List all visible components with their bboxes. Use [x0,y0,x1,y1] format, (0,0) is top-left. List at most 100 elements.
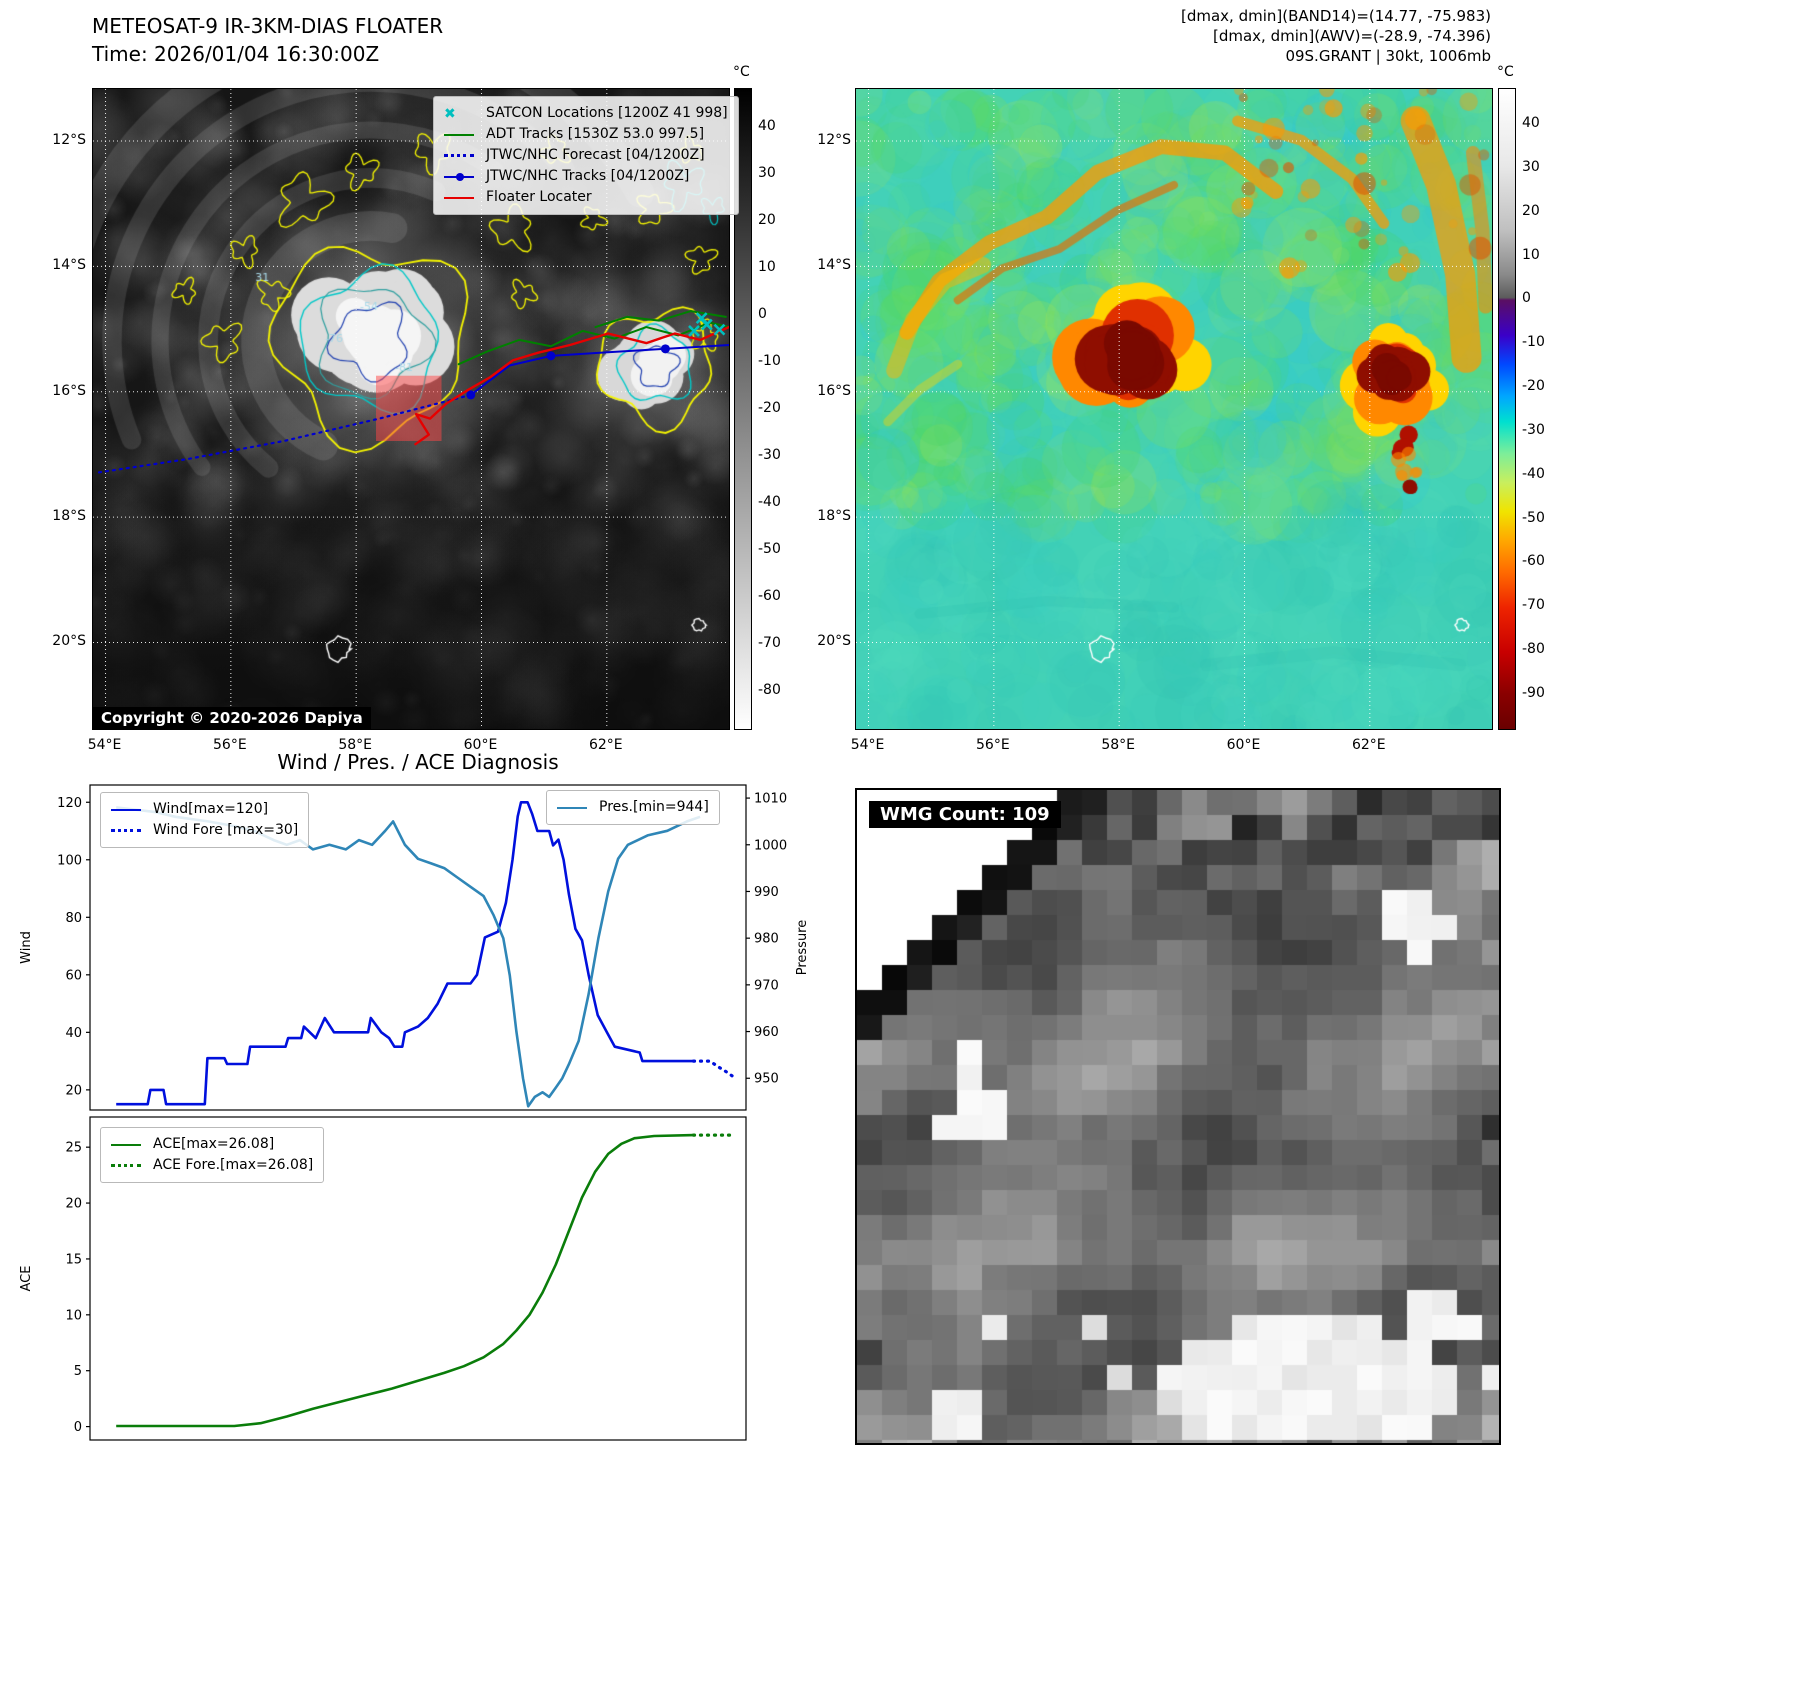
enhanced-ir-image [856,89,1492,729]
legend-label-forecast: JTWC/NHC Forecast [04/1200Z] [486,147,705,163]
colorbar-tick-label: -20 [758,400,781,416]
legend-label-satcon: SATCON Locations [1200Z 41 998] [486,105,728,121]
y-tick-label: 970 [754,978,779,993]
y-tick-label: 990 [754,885,779,900]
diagnosis-panel: Wind / Pres. / ACE Diagnosis 20 40 60 80 100… [0,740,830,1470]
adt-track [457,321,729,366]
satcon-glyph: ✖ [444,105,456,122]
series-ace [116,1133,694,1428]
lat-tick-label: 16°S [52,382,86,399]
adt-line-icon [444,128,478,142]
wind-line-icon [111,803,145,817]
ir-satellite-map: ✖ SATCON Locations [1200Z 41 998] ADT Tr… [92,88,739,730]
satcon-marker [695,312,708,325]
y-tick-label: 960 [754,1025,779,1040]
pressure-legend: Pres.[min=944] [546,790,720,825]
lon-tick-label: 62°E [1351,737,1386,753]
floater-track [414,325,729,446]
header-line-band14: [dmax, dmin](BAND14)=(14.77, -75.983) [1180,7,1491,25]
colorbar-tick-label: -40 [758,494,781,511]
jtwc-point [546,351,556,361]
y-tick-label: 20 [65,1197,82,1212]
enhanced-colorbar [1498,88,1516,730]
legend-item-wind: Wind[max=120] [111,799,298,820]
axis-label: ACE [19,1266,34,1292]
lat-tick-label: 12°S [817,132,851,149]
lat-tick-label: 14°S [817,257,851,274]
colorbar-tick-label: -50 [758,541,781,558]
series-wind [116,800,694,1106]
wind-forecast-dotted-icon [111,824,145,838]
floater-line-icon [444,191,478,205]
jtwc-line-dot-icon [444,170,478,184]
colorbar-tick-label: 20 [1522,202,1540,219]
colorbar-tick-label: -80 [758,682,781,699]
map-overlay-grid [856,89,1492,729]
lat-tick-label: 20°S [817,633,851,650]
legend-item-wind-forecast: Wind Fore [max=30] [111,820,298,841]
ace-forecast-dotted-icon [111,1159,145,1173]
axis-label: Wind [19,931,34,964]
colorbar-tick-label: -90 [1522,684,1545,701]
legend-item-jtwc: JTWC/NHC Tracks [04/1200Z] [444,166,728,187]
series-wind-forecast [691,1059,738,1080]
legend-item-forecast: JTWC/NHC Forecast [04/1200Z] [444,145,728,166]
y-tick-label: 20 [65,1083,82,1098]
y-tick-label: 15 [65,1252,82,1267]
legend-label-floater: Floater Locater [486,189,592,205]
lon-tick-label: 56°E [976,737,1010,753]
colorbar-tick-label: -30 [758,447,781,464]
colorbar-tick-label: -20 [1522,378,1545,395]
legend-item-adt: ADT Tracks [1530Z 53.0 997.5] [444,124,728,145]
dmax-dmin-header: [dmax, dmin](BAND14)=(14.77, -75.983) [d… [1181,6,1491,66]
colorbar-tick-label: 10 [758,258,776,275]
lon-tick-label: 60°E [1226,737,1261,753]
colorbar-tick-label: -60 [758,588,781,605]
diagnosis-title: Wind / Pres. / ACE Diagnosis [277,750,559,774]
colorbar-tick-label: 0 [758,305,767,322]
enhanced-ir-panel: [dmax, dmin](BAND14)=(14.77, -75.983) [d… [790,0,1797,760]
y-tick-label: 1000 [754,838,787,853]
header-line-storm: 09S.GRANT | 30kt, 1006mb [1285,47,1491,65]
legend-item-ace: ACE[max=26.08] [111,1134,313,1155]
colorbar-tick-label: 30 [1522,158,1540,175]
pressure-line-icon [557,801,591,815]
y-tick-label: 5 [74,1364,82,1379]
y-tick-label: 25 [65,1141,82,1156]
wmg-pixel-image [857,790,1499,1443]
y-tick-label: 120 [57,796,82,811]
jtwc-point [466,390,476,400]
satcon-marker [713,323,726,336]
colorbar-tick-label: -60 [1522,553,1545,570]
wmg-count-badge: WMG Count: 109 [869,801,1061,828]
y-tick-label: 0 [74,1420,82,1435]
colorbar-tick-label: -50 [1522,509,1545,526]
legend-label-ace-forecast: ACE Fore.[max=26.08] [153,1157,314,1173]
lat-tick-label: 14°S [52,257,86,274]
y-tick-label: 60 [65,968,82,983]
legend-label-wind-forecast: Wind Fore [max=30] [153,822,299,838]
lon-tick-label: 58°E [1101,737,1135,753]
y-tick-label: 100 [57,853,82,868]
legend-item-satcon: ✖ SATCON Locations [1200Z 41 998] [444,103,728,124]
colorbar-tick-label: -40 [1522,465,1545,482]
legend-label-wind: Wind[max=120] [153,801,269,817]
satcon-marker [688,325,700,337]
jtwc-point [660,344,670,354]
colorbar-tick-label: -70 [758,635,781,652]
colorbar-tick-label: 10 [1522,246,1540,263]
legend-item-floater: Floater Locater [444,187,728,208]
satcon-x-icon: ✖ [444,107,478,121]
colorbar-tick-label: -30 [1522,421,1545,438]
ace-legend: ACE[max=26.08] ACE Fore.[max=26.08] [100,1127,325,1183]
lon-tick-label: 56°E [213,737,247,753]
colorbar-tick-label: 0 [1522,290,1531,307]
lon-tick-label: 62°E [588,737,623,753]
lon-tick-label: 54°E [87,737,122,753]
y-tick-label: 10 [65,1308,82,1323]
y-tick-label: 1010 [754,792,787,807]
colorbar-tick-label: -10 [1522,334,1545,351]
diagnosis-charts: 20 40 60 80 100 120 950 960 970 980 990 1000 1010 0 5 1… [19,784,810,1441]
lat-tick-label: 20°S [52,633,86,650]
